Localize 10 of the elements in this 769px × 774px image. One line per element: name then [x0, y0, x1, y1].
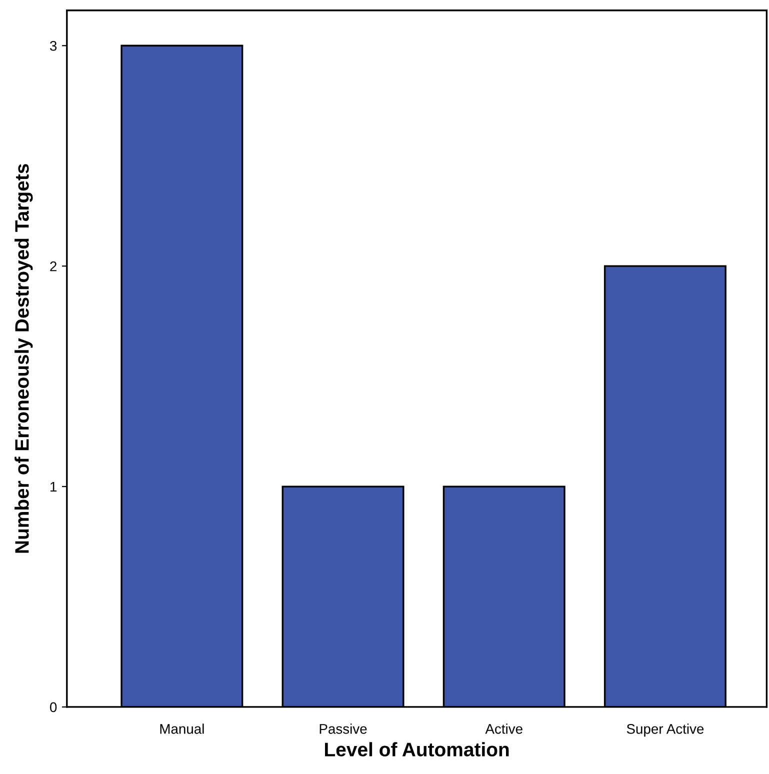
- x-axis-title: Level of Automation: [325, 742, 509, 756]
- y-tick-label: 2: [50, 261, 56, 272]
- y-tick-label: 0: [50, 702, 57, 712]
- y-tick-label: 3: [50, 40, 57, 51]
- x-tick-label: Manual: [160, 724, 204, 734]
- y-tick-label: 1: [50, 482, 57, 492]
- x-tick-label: Active: [485, 724, 522, 734]
- x-tick-label: Passive: [320, 724, 367, 734]
- y-axis-title: Number of Erroneously Destroyed Targets: [14, 164, 33, 553]
- x-tick-label: Super Active: [626, 724, 704, 737]
